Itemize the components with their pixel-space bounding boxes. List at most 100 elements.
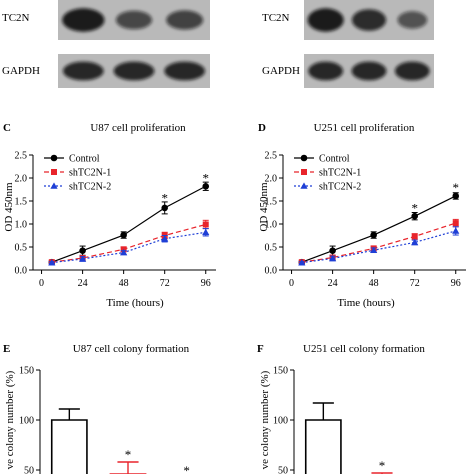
legend-label: shTC2N-2: [319, 182, 361, 193]
series-layer: [48, 181, 210, 266]
annotations: **: [161, 171, 209, 206]
legend: Control shTC2N-1 shTC2N-2: [44, 154, 111, 193]
data-point: [300, 154, 308, 162]
y-tick-label: 1.5: [265, 197, 278, 208]
annotations: **: [379, 458, 444, 474]
data-point: [161, 204, 168, 212]
band: [351, 9, 387, 31]
data-point: [202, 228, 210, 236]
legend-item: Control: [44, 154, 100, 165]
legend-item: shTC2N-2: [294, 182, 361, 193]
bar-Control: [50, 408, 88, 474]
x-tick-label: 72: [410, 278, 420, 289]
data-point: [300, 182, 308, 189]
data-point: [411, 238, 419, 246]
band: [351, 61, 387, 81]
significance-star: *: [183, 463, 190, 474]
x-tick-label: 48: [119, 278, 129, 289]
y-tick-label: 1.0: [265, 220, 278, 231]
y-axis-label: ve colony number (%): [4, 370, 16, 469]
series-layer: [298, 192, 460, 266]
band: [164, 61, 206, 81]
legend-label: shTC2N-1: [319, 168, 361, 179]
band: [113, 61, 155, 81]
bars-layer: [304, 402, 393, 474]
y-tick-label: 150: [19, 366, 34, 377]
data-point: [452, 227, 460, 234]
band: [308, 61, 344, 81]
significance-star: *: [411, 200, 418, 215]
data-point: [161, 235, 169, 242]
bar: [50, 419, 88, 474]
x-tick-label: 24: [328, 278, 338, 289]
y-tick-label: 1.0: [15, 220, 28, 231]
y-tick-label: 50: [24, 466, 34, 474]
x-tick-label: 24: [78, 278, 88, 289]
band: [307, 8, 344, 32]
blot-right-row1-label: TC2N: [262, 12, 290, 24]
data-point: [411, 212, 418, 220]
panel-letter-f: F: [257, 343, 264, 355]
band: [166, 10, 204, 30]
axes: 0.0 0.5 1.0 1.5 2.0 2.5 0 24 48 72 96: [15, 151, 216, 289]
legend-item: shTC2N-1: [44, 168, 111, 179]
bar: [304, 419, 342, 474]
y-tick-label: 2.0: [265, 174, 278, 185]
significance-star: *: [437, 471, 444, 474]
band: [115, 10, 153, 30]
data-point: [120, 231, 127, 239]
axes: 50 100 150: [273, 366, 295, 474]
series-shTC2N-1: [48, 219, 209, 266]
band: [394, 61, 430, 81]
y-tick-label: 100: [19, 416, 34, 427]
y-tick-label: 100: [273, 416, 288, 427]
annotations: **: [125, 447, 190, 474]
y-tick-label: 0.0: [15, 266, 28, 277]
x-axis-label: Time (hours): [337, 297, 395, 309]
chart-title: U87 cell proliferation: [90, 122, 186, 134]
blot-left: TC2N GAPDH: [2, 0, 210, 88]
y-axis-label: OD 450nm: [3, 182, 15, 232]
x-tick-label: 0: [39, 278, 44, 289]
data-point: [79, 247, 86, 254]
data-point: [78, 255, 87, 262]
band: [62, 61, 104, 81]
data-point: [50, 154, 58, 162]
y-tick-label: 1.5: [15, 197, 28, 208]
panel-letter-c: C: [3, 122, 11, 134]
data-point: [329, 247, 336, 254]
legend-item: Control: [294, 154, 350, 165]
bar-shTC2N-1: [109, 461, 147, 474]
data-point: [50, 182, 58, 189]
y-tick-label: 0.0: [265, 266, 278, 277]
blot-left-row2-bands: [62, 61, 206, 81]
y-axis-label: ve colony number (%): [259, 370, 271, 469]
series-Control: [298, 192, 460, 266]
blot-left-row2-label: GAPDH: [2, 65, 40, 77]
significance-star: *: [202, 171, 209, 186]
chart-u251-proliferation: D U251 cell proliferation OD 450nm Time …: [258, 122, 466, 309]
x-tick-label: 96: [451, 278, 461, 289]
series-Control: [48, 181, 210, 266]
data-point: [202, 221, 209, 228]
x-axis-label: Time (hours): [106, 297, 164, 309]
series-line: [301, 230, 456, 264]
y-tick-label: 0.5: [265, 243, 278, 254]
x-tick-label: 48: [369, 278, 379, 289]
series-shTC2N-2: [48, 228, 210, 266]
data-point: [452, 192, 460, 200]
blot-right-row1-bands: [307, 8, 428, 32]
bars-layer: [50, 408, 147, 474]
axes: 0.0 0.5 1.0 1.5 2.0 2.5 0 24 48 72 96: [265, 151, 466, 289]
y-tick-label: 150: [273, 366, 288, 377]
x-tick-label: 72: [160, 278, 170, 289]
data-point: [370, 246, 378, 254]
series-line: [51, 231, 206, 264]
legend: Control shTC2N-1 shTC2N-2: [294, 154, 361, 193]
bar-Control: [304, 402, 342, 474]
x-tick-label: 96: [201, 278, 211, 289]
legend-label: shTC2N-1: [69, 168, 111, 179]
data-point: [202, 182, 210, 190]
band: [397, 11, 428, 29]
